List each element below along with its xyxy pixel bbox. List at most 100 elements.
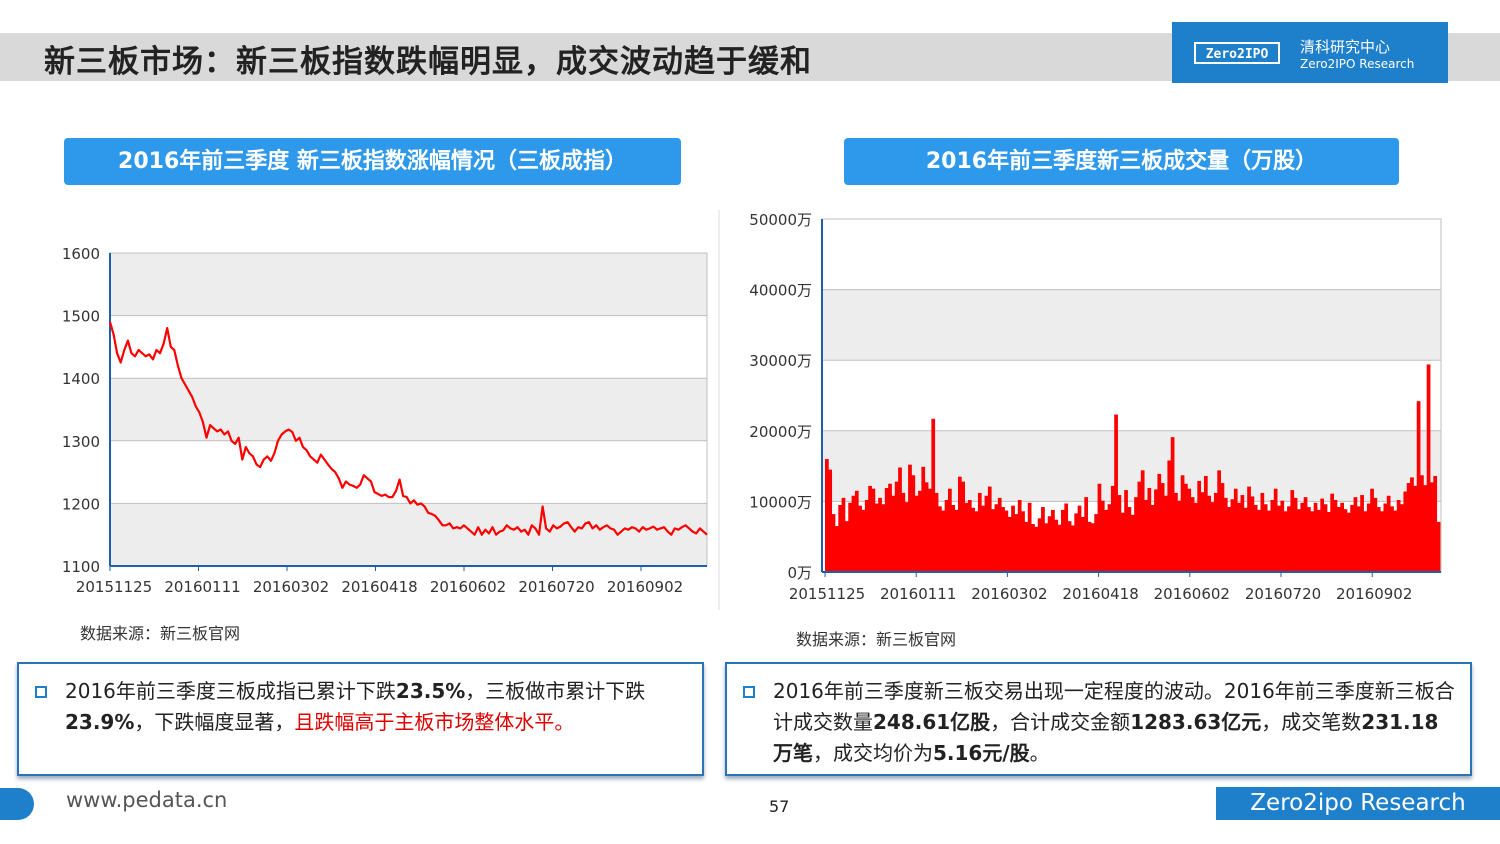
volume-bar [1343, 509, 1348, 572]
x-tick-label: 20160720 [1245, 585, 1321, 603]
volume-bar [1300, 502, 1305, 572]
plot-band [822, 289, 1441, 361]
plot-band [110, 378, 707, 441]
volume-bar [1127, 507, 1132, 572]
volume-bar [1366, 503, 1371, 572]
logo-en-text: Zero2IPO Research [1300, 57, 1415, 71]
volume-bar [1223, 497, 1228, 572]
volume-bar [1243, 507, 1248, 572]
note-right-bold2: 1283.63亿元 [1130, 710, 1262, 734]
volume-bar [967, 499, 972, 572]
volume-bar [1031, 523, 1035, 572]
series-line [108, 321, 708, 536]
volume-bar [1403, 491, 1408, 572]
volume-bar [977, 492, 982, 572]
volume-bar [1253, 504, 1258, 572]
y-tick-label: 30000万 [749, 352, 812, 370]
volume-bar [1114, 414, 1118, 572]
volume-bar [1353, 497, 1358, 572]
footer-brand: Zero2ipo Research [1216, 787, 1500, 820]
volume-bar [1124, 490, 1128, 572]
volume-bar [1310, 511, 1315, 572]
volume-bar [1393, 510, 1398, 572]
volume-bar [1044, 523, 1049, 572]
volume-bar [1346, 512, 1351, 572]
volume-bar [1054, 519, 1059, 572]
volume-bar [1011, 505, 1015, 572]
volume-bar [1007, 516, 1012, 572]
footer-url[interactable]: www.pedata.cn [66, 788, 228, 812]
volume-bar [1287, 506, 1291, 572]
volume-bar [1207, 495, 1212, 572]
volume-bar [901, 492, 906, 572]
volume-bar [1051, 509, 1055, 572]
volume-bar [951, 504, 956, 572]
volume-bar [1356, 506, 1361, 572]
volume-bar [1067, 521, 1072, 572]
volume-bar [1240, 495, 1245, 572]
volume-bar [1164, 495, 1168, 572]
volume-bar [878, 497, 882, 572]
note-left-bold2: 23.9% [65, 710, 135, 734]
volume-bar [1001, 507, 1005, 572]
volume-bar-chart: 0万 10000万 20000万 30000万 40000万 50000万 20151125… [749, 211, 1442, 603]
volume-bar [904, 502, 909, 572]
volume-bar [1100, 500, 1105, 572]
volume-bar [1247, 486, 1251, 572]
volume-bar [1396, 499, 1401, 572]
footer-tab [0, 788, 34, 820]
volume-chart-title: 2016年前三季度新三板成交量（万股） [844, 138, 1399, 185]
volume-bar [1077, 505, 1082, 572]
volume-bar [964, 502, 969, 572]
y-tick-label: 50000万 [749, 211, 812, 229]
volume-bar [868, 485, 872, 572]
volume-bar [848, 502, 852, 572]
volume-bar [851, 495, 856, 572]
volume-bar [1386, 495, 1391, 572]
volume-bar [918, 490, 922, 572]
volume-bar [1426, 364, 1431, 572]
plot-band [822, 219, 1441, 290]
volume-bar [1057, 524, 1062, 572]
volume-bar [1130, 514, 1135, 572]
bullet-square-icon [35, 686, 47, 698]
volume-bar [1406, 483, 1411, 572]
volume-bar [1071, 525, 1075, 572]
volume-bar [1410, 477, 1414, 572]
volume-bar [1137, 481, 1142, 572]
volume-bar [1034, 526, 1039, 572]
volume-bar [1074, 513, 1079, 572]
source-left: 数据来源：新三板官网 [80, 624, 241, 643]
volume-bar [1004, 510, 1009, 572]
volume-bar [1273, 488, 1278, 572]
volume-bar [1213, 492, 1218, 572]
volume-bar [1416, 401, 1421, 572]
volume-bar [1194, 502, 1198, 572]
bullet-square-icon [743, 686, 755, 698]
volume-bar [1094, 514, 1098, 572]
volume-bar [1280, 500, 1285, 572]
volume-bar [928, 488, 932, 572]
volume-bar [1027, 502, 1032, 572]
volume-bar [1217, 470, 1221, 572]
volume-bar [1233, 488, 1238, 572]
volume-bar [881, 504, 886, 572]
y-tick-label: 1300 [62, 433, 100, 451]
volume-bar [1350, 504, 1354, 572]
volume-bar [914, 495, 919, 572]
y-tick-label: 20000万 [749, 423, 812, 441]
note-right-text2: ，合计成交金额 [990, 710, 1131, 734]
volume-bar [1227, 507, 1231, 572]
volume-bar [1303, 497, 1308, 572]
volume-bar [1237, 502, 1241, 572]
note-left-text1: 2016年前三季度三板成指已累计下跌 [65, 679, 396, 703]
volume-bar [838, 504, 843, 572]
volume-bar [831, 514, 836, 572]
volume-bar [1024, 521, 1029, 572]
volume-bar [991, 509, 995, 572]
volume-bar [1323, 504, 1328, 572]
page-title: 新三板市场：新三板指数跌幅明显，成交波动趋于缓和 [44, 44, 812, 80]
volume-bar [1270, 499, 1275, 572]
volume-bar [1154, 489, 1158, 572]
plot-band [110, 253, 707, 316]
